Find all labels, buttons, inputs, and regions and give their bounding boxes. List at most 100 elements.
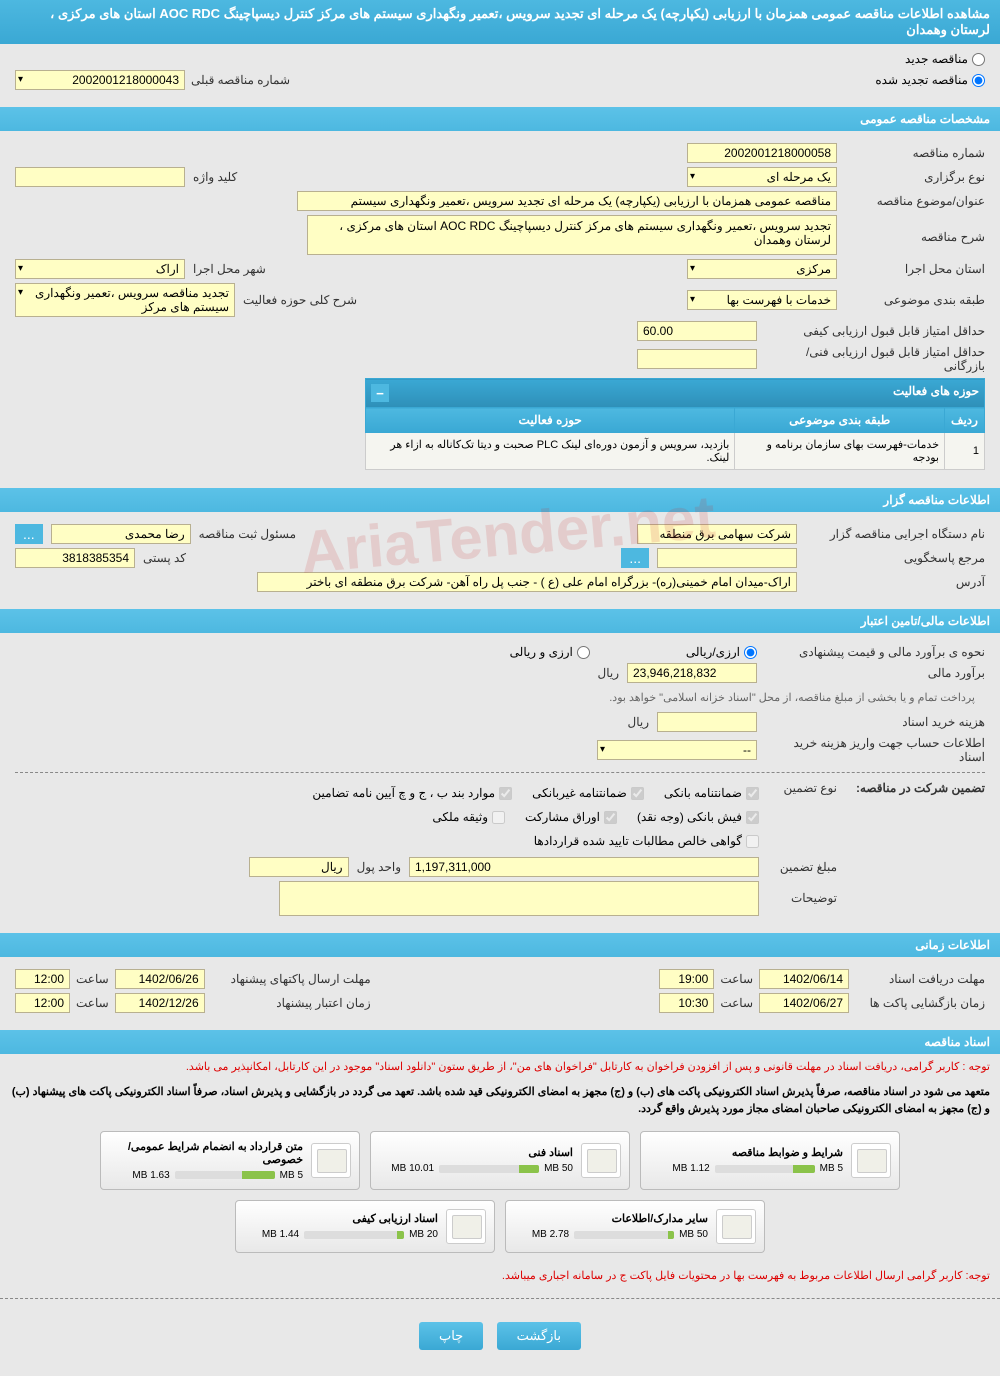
documents-note1: توجه : کاربر گرامی، دریافت اسناد در مهلت…: [0, 1054, 1000, 1082]
more-button[interactable]: ...: [621, 548, 649, 568]
opening-label: زمان بازگشایی پاکت ها: [855, 996, 985, 1010]
chevron-down-icon: ▾: [18, 287, 23, 298]
collapse-button[interactable]: −: [371, 384, 389, 402]
folder-icon: [311, 1143, 351, 1178]
file-max: 5 MB: [820, 1163, 843, 1174]
cb-property[interactable]: وثیقه ملکی: [432, 810, 505, 824]
min-tech-label: حداقل امتیاز قابل قبول ارزیابی فنی/بازرگ…: [765, 345, 985, 373]
radio-rial[interactable]: ارزی/ریالی: [686, 645, 757, 659]
radio-new-tender[interactable]: مناقصه جدید: [905, 52, 985, 66]
chevron-down-icon: ▾: [690, 294, 695, 305]
address-label: آدرس: [805, 575, 985, 589]
validity-date: 1402/12/26: [115, 993, 205, 1013]
file-card[interactable]: متن قرارداد به انضمام شرایط عمومی/خصوصی …: [100, 1131, 360, 1190]
financial-section-header: اطلاعات مالی/تامین اعتبار: [0, 609, 1000, 633]
general-section-header: مشخصات مناقصه عمومی: [0, 107, 1000, 131]
print-button[interactable]: چاپ: [419, 1322, 483, 1350]
col-activity: حوزه فعالیت: [366, 408, 735, 433]
folder-icon: [581, 1143, 621, 1178]
doc-deadline-time: 19:00: [659, 969, 714, 989]
est-field: 23,946,218,832: [627, 663, 757, 683]
tender-number-field: 2002001218000058: [687, 143, 837, 163]
province-dropdown[interactable]: مرکزی▾: [687, 259, 837, 279]
chevron-down-icon: ▾: [18, 74, 23, 85]
file-size: 1.63 MB: [132, 1170, 169, 1181]
packet-deadline-label: مهلت ارسال پاکتهای پیشنهاد: [211, 972, 371, 986]
file-card[interactable]: اسناد فنی 50 MB 10.01 MB: [370, 1131, 630, 1190]
progress-bar: [439, 1165, 539, 1173]
radio-renewed-tender[interactable]: مناقصه تجدید شده: [875, 73, 985, 87]
cb-bank[interactable]: ضمانتنامه بانکی: [664, 786, 759, 800]
documents-note2: متعهد می شود در اسناد مناقصه، صرفاً پذیر…: [0, 1082, 1000, 1121]
folder-icon: [716, 1209, 756, 1244]
file-size: 1.12 MB: [672, 1163, 709, 1174]
doc-cost-field: [657, 712, 757, 732]
file-card[interactable]: اسناد ارزیابی کیفی 20 MB 1.44 MB: [235, 1200, 495, 1253]
classification-dropdown[interactable]: خدمات با فهرست بها▾: [687, 290, 837, 310]
procedure-type-dropdown[interactable]: یک مرحله ای ▾: [687, 167, 837, 187]
city-dropdown[interactable]: اراک▾: [15, 259, 185, 279]
documents-bottom-note: توجه: کاربر گرامی ارسال اطلاعات مربوط به…: [0, 1263, 1000, 1291]
doc-cost-label: هزینه خرید اسناد: [765, 715, 985, 729]
validity-label: زمان اعتبار پیشنهاد: [211, 996, 371, 1010]
postal-field: 3818385354: [15, 548, 135, 568]
prev-number-label: شماره مناقصه قبلی: [191, 73, 290, 87]
notes-label: توضیحات: [767, 881, 837, 905]
keyword-field[interactable]: [15, 167, 185, 187]
cb-securities[interactable]: اوراق مشارکت: [525, 810, 617, 824]
table-row: 1 خدمات-فهرست بهای سازمان برنامه و بودجه…: [366, 433, 985, 470]
rial-unit: ریال: [597, 666, 619, 680]
responsible-label: مسئول ثبت مناقصه: [199, 527, 296, 541]
progress-bar: [574, 1231, 674, 1239]
packet-deadline-date: 1402/06/26: [115, 969, 205, 989]
opening-date: 1402/06/27: [759, 993, 849, 1013]
file-title: متن قرارداد به انضمام شرایط عمومی/خصوصی: [109, 1140, 303, 1166]
file-max: 5 MB: [280, 1170, 303, 1181]
account-label: اطلاعات حساب جهت واریز هزینه خرید اسناد: [765, 736, 985, 764]
cb-receivables[interactable]: گواهی خالص مطالبات تایید شده قراردادها: [534, 834, 759, 848]
contact-field: [657, 548, 797, 568]
col-row: ردیف: [945, 408, 985, 433]
more-button[interactable]: ...: [15, 524, 43, 544]
tender-number-label: شماره مناقصه: [845, 146, 985, 160]
file-size: 1.44 MB: [262, 1229, 299, 1240]
file-card[interactable]: سایر مدارک/اطلاعات 50 MB 2.78 MB: [505, 1200, 765, 1253]
progress-bar: [175, 1171, 275, 1179]
account-dropdown[interactable]: --▾: [597, 740, 757, 760]
file-max: 20 MB: [409, 1229, 438, 1240]
prev-number-dropdown[interactable]: 2002001218000043 ▾: [15, 70, 185, 90]
keyword-label: کلید واژه: [193, 170, 237, 184]
file-grid: شرایط و ضوابط مناقصه 5 MB 1.12 MB اسناد …: [0, 1121, 1000, 1263]
activity-desc-dropdown[interactable]: تجدید مناقصه سرویس ،تعمیر ونگهداری سیستم…: [15, 283, 235, 317]
cb-cash[interactable]: فیش بانکی (وجه نقد): [637, 810, 759, 824]
org-label: نام دستگاه اجرایی مناقصه گزار: [805, 527, 985, 541]
file-title: اسناد ارزیابی کیفی: [244, 1212, 438, 1225]
file-size: 2.78 MB: [532, 1229, 569, 1240]
guarantee-label: تضمین شرکت در مناقصه:: [845, 781, 985, 795]
address-field: اراک-میدان امام خمینی(ره)- بزرگراه امام …: [257, 572, 797, 592]
cb-nonbank[interactable]: ضمانتنامه غیربانکی: [532, 786, 644, 800]
subject-field: مناقصه عمومی همزمان با ارزیابی (یکپارچه)…: [297, 191, 837, 211]
page-title: مشاهده اطلاعات مناقصه عمومی همزمان با ار…: [50, 6, 990, 37]
cb-bonds[interactable]: موارد بند ب ، ج و چ آیین نامه تضامین: [312, 786, 512, 800]
notes-field: [279, 881, 759, 916]
province-label: استان محل اجرا: [845, 262, 985, 276]
back-button[interactable]: بازگشت: [497, 1322, 581, 1350]
opening-time: 10:30: [659, 993, 714, 1013]
classification-label: طبقه بندی موضوعی: [845, 293, 985, 307]
desc-field: تجدید سرویس ،تعمیر ونگهداری سیستم های مر…: [307, 215, 837, 255]
radio-currency[interactable]: ارزی و ریالی: [510, 645, 590, 659]
progress-bar: [304, 1231, 404, 1239]
estimation-method-label: نحوه ی برآورد مالی و قیمت پیشنهادی: [765, 645, 985, 659]
packet-deadline-time: 12:00: [15, 969, 70, 989]
min-qual-field: 60.00: [637, 321, 757, 341]
file-card[interactable]: شرایط و ضوابط مناقصه 5 MB 1.12 MB: [640, 1131, 900, 1190]
file-title: شرایط و ضوابط مناقصه: [649, 1146, 843, 1159]
activities-title: حوزه های فعالیت −: [366, 379, 985, 408]
org-field: شرکت سهامی برق منطقه: [637, 524, 797, 544]
contact-label: مرجع پاسخگویی: [805, 551, 985, 565]
documents-section-header: اسناد مناقصه: [0, 1030, 1000, 1054]
file-size: 10.01 MB: [391, 1163, 434, 1174]
amount-field: 1,197,311,000: [409, 857, 759, 877]
progress-bar: [715, 1165, 815, 1173]
